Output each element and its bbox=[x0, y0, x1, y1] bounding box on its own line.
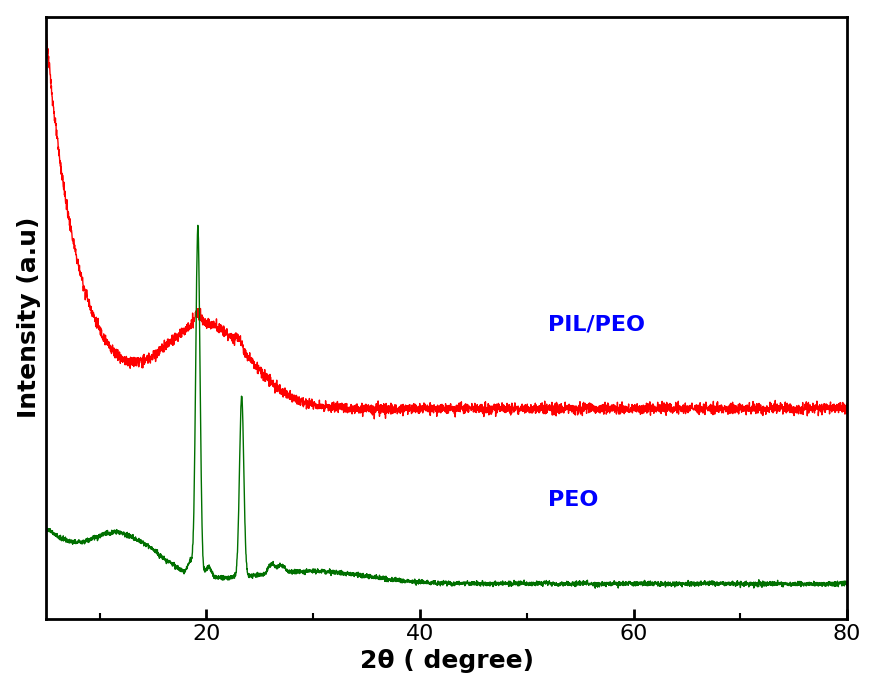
X-axis label: 2θ ( degree): 2θ ( degree) bbox=[360, 649, 533, 673]
Text: PEO: PEO bbox=[547, 490, 598, 510]
Text: PIL/PEO: PIL/PEO bbox=[547, 315, 645, 335]
Y-axis label: Intensity (a.u): Intensity (a.u) bbox=[17, 217, 40, 418]
